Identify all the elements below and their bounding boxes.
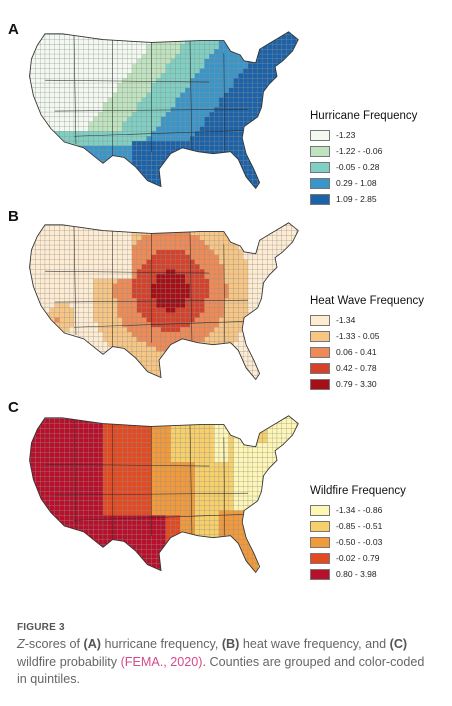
- legend-label: -0.02 - 0.79: [336, 553, 380, 563]
- legend-item: -1.34: [310, 312, 424, 328]
- hurricane-legend: Hurricane Frequency -1.23 -1.22 - -0.06 -0…: [310, 110, 417, 207]
- hurricane-frequency-map: [29, 31, 299, 190]
- legend-item: -1.34 - -0.86: [310, 502, 406, 518]
- legend-item: 0.42 - 0.78: [310, 360, 424, 376]
- legend-swatch: [310, 536, 330, 548]
- legend-label: -1.23: [336, 130, 356, 140]
- legend-label: 1.09 - 2.85: [336, 194, 377, 204]
- legend-item: 0.29 - 1.08: [310, 175, 417, 191]
- legend-items: -1.34 -1.33 - 0.05 0.06 - 0.41 0.42 - 0.78 0…: [310, 312, 424, 392]
- legend-swatch: [310, 193, 330, 205]
- wildfire-legend: Wildfire Frequency -1.34 - -0.86 -0.85 - …: [310, 485, 406, 582]
- wildfire-frequency-map: [29, 415, 299, 574]
- legend-item: -0.50 - -0.03: [310, 534, 406, 550]
- legend-swatch: [310, 330, 330, 342]
- figure-caption: Z-scores of (A) hurricane frequency, (B)…: [17, 637, 425, 686]
- legend-item: -1.33 - 0.05: [310, 328, 424, 344]
- legend-swatch: [310, 520, 330, 532]
- legend-item: 0.79 - 3.30: [310, 376, 424, 392]
- citation-link[interactable]: (FEMA., 2020): [120, 654, 203, 669]
- legend-item: -0.02 - 0.79: [310, 550, 406, 566]
- legend-swatch: [310, 362, 330, 374]
- legend-item: 0.06 - 0.41: [310, 344, 424, 360]
- legend-swatch: [310, 177, 330, 189]
- legend-label: 0.79 - 3.30: [336, 379, 377, 389]
- legend-label: -1.33 - 0.05: [336, 331, 380, 341]
- legend-label: 0.06 - 0.41: [336, 347, 377, 357]
- panel-letter: B: [8, 208, 19, 225]
- legend-swatch: [310, 504, 330, 516]
- panel-letter: C: [8, 399, 19, 416]
- legend-title: Hurricane Frequency: [310, 110, 418, 122]
- legend-item: 0.80 - 3.98: [310, 566, 406, 582]
- legend-swatch: [310, 129, 330, 141]
- legend-label: -1.34 - -0.86: [336, 505, 383, 515]
- legend-label: 0.42 - 0.78: [336, 363, 377, 373]
- legend-label: -1.22 - -0.06: [336, 146, 383, 156]
- panel-letter: A: [8, 21, 19, 38]
- legend-title: Wildfire Frequency: [310, 485, 406, 497]
- legend-label: -0.05 - 0.28: [336, 162, 380, 172]
- legend-swatch: [310, 568, 330, 580]
- legend-item: -0.85 - -0.51: [310, 518, 406, 534]
- legend-item: -1.22 - -0.06: [310, 143, 417, 159]
- legend-title: Heat Wave Frequency: [310, 295, 424, 307]
- figure-label: FIGURE 3: [17, 622, 65, 633]
- legend-swatch: [310, 346, 330, 358]
- legend-label: -1.34: [336, 315, 356, 325]
- legend-swatch: [310, 378, 330, 390]
- us-outline: [29, 415, 299, 574]
- legend-label: -0.85 - -0.51: [336, 521, 383, 531]
- panel-c: C Wildfire Frequency -1.34 - -0.86 -0.85 …: [8, 399, 406, 582]
- panel-a: A Hurricane Frequency -1.23 -1.22 - -0.06…: [0, 0, 452, 205]
- panel-b: B Heat Wave Frequency -1.34 -1.33 - 0.05 0…: [8, 208, 424, 392]
- legend-item: -1.23: [310, 127, 417, 143]
- legend-items: -1.23 -1.22 - -0.06 -0.05 - 0.28 0.29 - 1.0…: [310, 127, 417, 207]
- legend-label: 0.80 - 3.98: [336, 569, 377, 579]
- heat-wave-frequency-map: [29, 222, 299, 381]
- legend-swatch: [310, 314, 330, 326]
- heat-wave-legend: Heat Wave Frequency -1.34 -1.33 - 0.05 0.0…: [310, 295, 424, 392]
- legend-item: 1.09 - 2.85: [310, 191, 417, 207]
- legend-item: -0.05 - 0.28: [310, 159, 417, 175]
- us-outline: [29, 222, 299, 381]
- legend-swatch: [310, 145, 330, 157]
- legend-swatch: [310, 552, 330, 564]
- legend-label: -0.50 - -0.03: [336, 537, 383, 547]
- legend-swatch: [310, 161, 330, 173]
- us-outline: [29, 31, 299, 190]
- legend-items: -1.34 - -0.86 -0.85 - -0.51 -0.50 - -0.03 -…: [310, 502, 406, 582]
- legend-label: 0.29 - 1.08: [336, 178, 377, 188]
- caption-z: Z: [17, 637, 25, 651]
